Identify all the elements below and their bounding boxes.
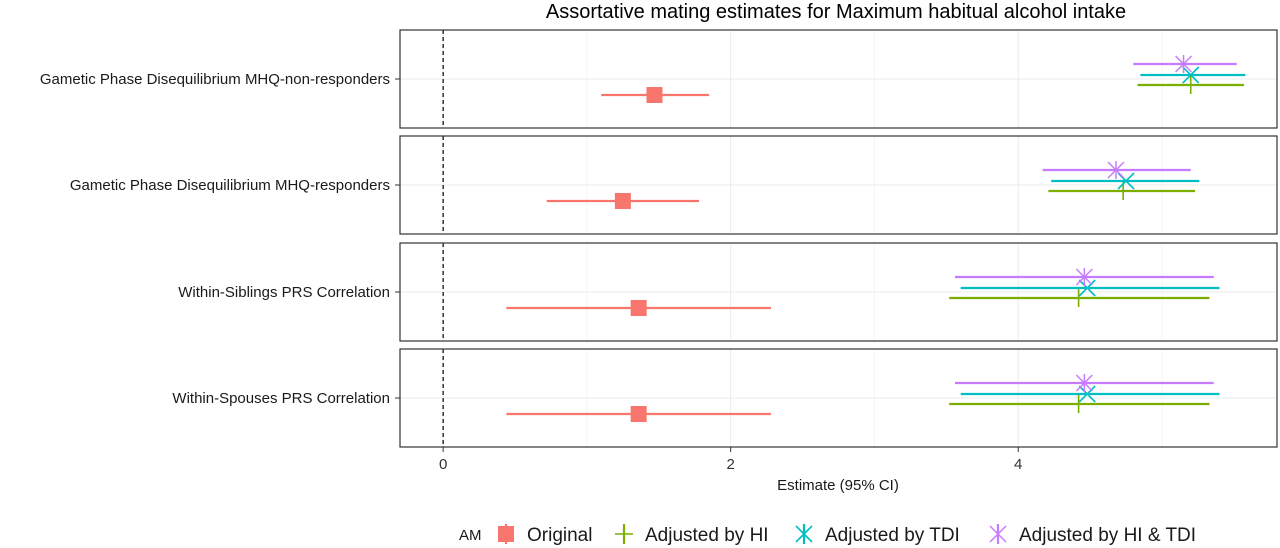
- chart-title: Assortative mating estimates for Maximum…: [546, 1, 1126, 23]
- legend-item-adjusted-by-hi: Adjusted by HI: [615, 524, 769, 546]
- point-adjusted-by-hi-tdi: [1107, 161, 1125, 179]
- point-adjusted-by-hi-tdi: [1075, 374, 1093, 392]
- point-adjusted-by-tdi-d2: [1182, 66, 1200, 84]
- legend-key-cross-d2: [795, 525, 813, 543]
- estimate-adjusted-by-hi-tdi: [954, 374, 1214, 392]
- point-adjusted-by-tdi-d2: [1117, 172, 1135, 190]
- panel-within-spouses-prs-correlation: Within-Spouses PRS Correlation: [172, 348, 1278, 448]
- legend-title: AM: [459, 527, 482, 544]
- panel-gametic-phase-disequilibrium-mhq-responders: Gametic Phase Disequilibrium MHQ-respond…: [70, 135, 1278, 235]
- estimate-original: [601, 87, 710, 103]
- panel-label: Gametic Phase Disequilibrium MHQ-respond…: [70, 177, 390, 194]
- point-adjusted-by-tdi: [1078, 279, 1096, 297]
- point-original: [614, 193, 631, 209]
- estimate-adjusted-by-hi-tdi: [1042, 161, 1191, 179]
- estimate-original: [546, 193, 700, 209]
- panel-label: Within-Spouses PRS Correlation: [172, 390, 390, 407]
- estimate-original: [506, 300, 771, 316]
- point-adjusted-by-hi: [1069, 395, 1088, 413]
- point-adjusted-by-hi: [1181, 76, 1200, 94]
- x-tick-label: 2: [727, 456, 735, 473]
- estimate-adjusted-by-tdi: [1051, 172, 1200, 190]
- legend-label: Original: [527, 525, 592, 546]
- legend-item-adjusted-by-hi-tdi: Adjusted by HI & TDI: [989, 524, 1196, 546]
- point-adjusted-by-tdi-d2: [1078, 385, 1096, 403]
- legend-key-square: [498, 526, 514, 542]
- point-adjusted-by-tdi: [1078, 385, 1096, 403]
- legend-key-cross: [795, 525, 813, 543]
- panel-gametic-phase-disequilibrium-mhq-non-responders: Gametic Phase Disequilibrium MHQ-non-res…: [40, 29, 1278, 129]
- legend-key-plus: [615, 525, 633, 543]
- panel-within-siblings-prs-correlation: Within-Siblings PRS Correlation: [178, 242, 1278, 342]
- x-axis: 0 2 4: [439, 447, 1022, 473]
- estimate-adjusted-by-tdi: [1140, 66, 1246, 84]
- panel-label: Within-Siblings PRS Correlation: [178, 284, 390, 301]
- legend-item-original: Original: [498, 524, 592, 546]
- legend-item-adjusted-by-tdi: Adjusted by TDI: [795, 524, 960, 546]
- legend-key-asterisk: [989, 525, 1007, 543]
- estimate-adjusted-by-tdi: [960, 279, 1220, 297]
- estimate-original: [506, 406, 771, 422]
- estimate-adjusted-by-hi: [949, 289, 1210, 307]
- legend-label: Adjusted by TDI: [825, 525, 960, 546]
- point-adjusted-by-tdi: [1182, 66, 1200, 84]
- panels: Gametic Phase Disequilibrium MHQ-non-res…: [40, 29, 1278, 448]
- estimate-adjusted-by-tdi: [960, 385, 1220, 403]
- legend-label: Adjusted by HI: [645, 525, 769, 546]
- estimate-adjusted-by-hi: [949, 395, 1210, 413]
- point-adjusted-by-tdi-d2: [1078, 279, 1096, 297]
- estimate-adjusted-by-hi-tdi: [954, 268, 1214, 286]
- point-adjusted-by-hi-tdi: [1175, 55, 1193, 73]
- legend-label: Adjusted by HI & TDI: [1019, 525, 1196, 546]
- point-adjusted-by-hi-tdi: [1075, 268, 1093, 286]
- x-axis-title: Estimate (95% CI): [777, 477, 899, 494]
- estimate-adjusted-by-hi: [1137, 76, 1244, 94]
- point-adjusted-by-hi: [1069, 289, 1088, 307]
- estimate-adjusted-by-hi-tdi: [1133, 55, 1237, 73]
- x-tick-label: 4: [1014, 456, 1022, 473]
- point-original: [646, 87, 663, 103]
- x-tick-label: 0: [439, 456, 447, 473]
- panel-label: Gametic Phase Disequilibrium MHQ-non-res…: [40, 71, 390, 88]
- point-original: [630, 300, 647, 316]
- point-original: [630, 406, 647, 422]
- legend: AM Original Adjusted by HI Adjusted by TDI A…: [459, 524, 1196, 546]
